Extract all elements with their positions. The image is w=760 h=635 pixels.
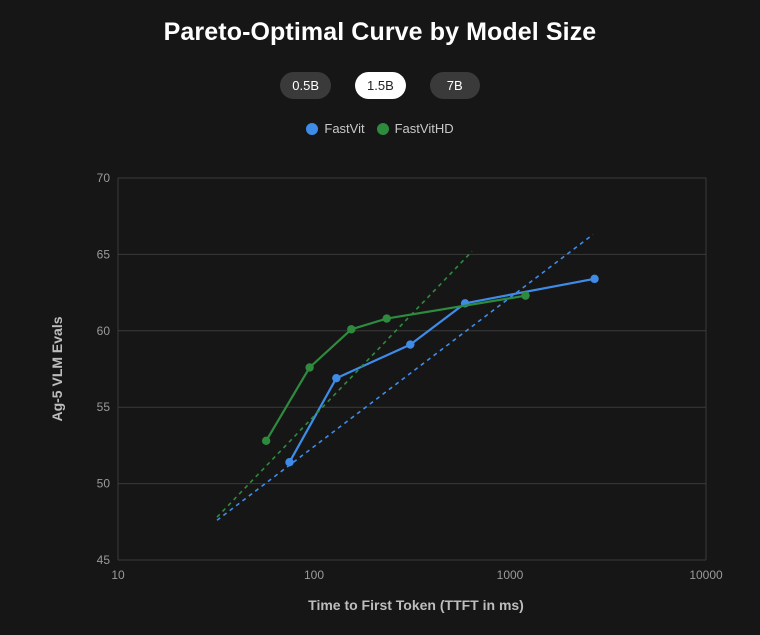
data-point-fastvit bbox=[332, 373, 341, 383]
tab-1-5b[interactable]: 1.5B bbox=[355, 72, 406, 99]
trend-line-fastvit bbox=[216, 233, 594, 521]
tab-7b[interactable]: 7B bbox=[429, 72, 480, 99]
model-size-tabs: 0.5B 1.5B 7B bbox=[0, 72, 760, 99]
x-tick-label: 100 bbox=[304, 568, 324, 582]
legend-label-fastvit: FastVit bbox=[324, 121, 365, 136]
legend-item-fastvit[interactable]: FastVit bbox=[306, 121, 365, 136]
legend-item-fastvithd[interactable]: FastVitHD bbox=[376, 121, 454, 136]
chart-legend: FastVit FastVitHD bbox=[0, 121, 760, 136]
y-tick-label: 45 bbox=[97, 553, 111, 567]
legend-marker-fastvithd bbox=[376, 122, 389, 135]
data-point-fastvithd bbox=[521, 291, 530, 300]
data-point-fastvithd bbox=[382, 314, 391, 323]
data-point-fastvithd bbox=[261, 436, 271, 446]
y-tick-label: 55 bbox=[97, 400, 111, 414]
x-tick-label: 10 bbox=[111, 568, 125, 582]
y-tick-label: 65 bbox=[97, 247, 111, 261]
data-point-fastvit bbox=[285, 458, 294, 467]
data-point-fastvit bbox=[590, 274, 599, 284]
trend-line-fastvithd bbox=[216, 250, 473, 518]
series-line-fastvit bbox=[288, 277, 595, 463]
legend-label-fastvithd: FastVitHD bbox=[394, 121, 454, 136]
tab-0-5b[interactable]: 0.5B bbox=[280, 72, 331, 99]
y-tick-label: 50 bbox=[97, 477, 111, 491]
data-point-fastvit bbox=[406, 340, 415, 349]
y-axis-title: Ag-5 VLM Evals bbox=[49, 316, 65, 421]
x-axis-title: Time to First Token (TTFT in ms) bbox=[308, 597, 524, 613]
legend-marker-fastvit bbox=[306, 122, 319, 135]
x-tick-label: 10000 bbox=[689, 568, 723, 582]
y-tick-label: 60 bbox=[97, 324, 111, 338]
series-line-fastvithd bbox=[265, 294, 526, 442]
page-title: Pareto-Optimal Curve by Model Size bbox=[163, 18, 597, 46]
x-tick-label: 1000 bbox=[497, 568, 524, 582]
data-point-fastvithd bbox=[347, 325, 356, 334]
data-point-fastvithd bbox=[305, 363, 314, 372]
y-tick-label: 70 bbox=[97, 171, 111, 185]
